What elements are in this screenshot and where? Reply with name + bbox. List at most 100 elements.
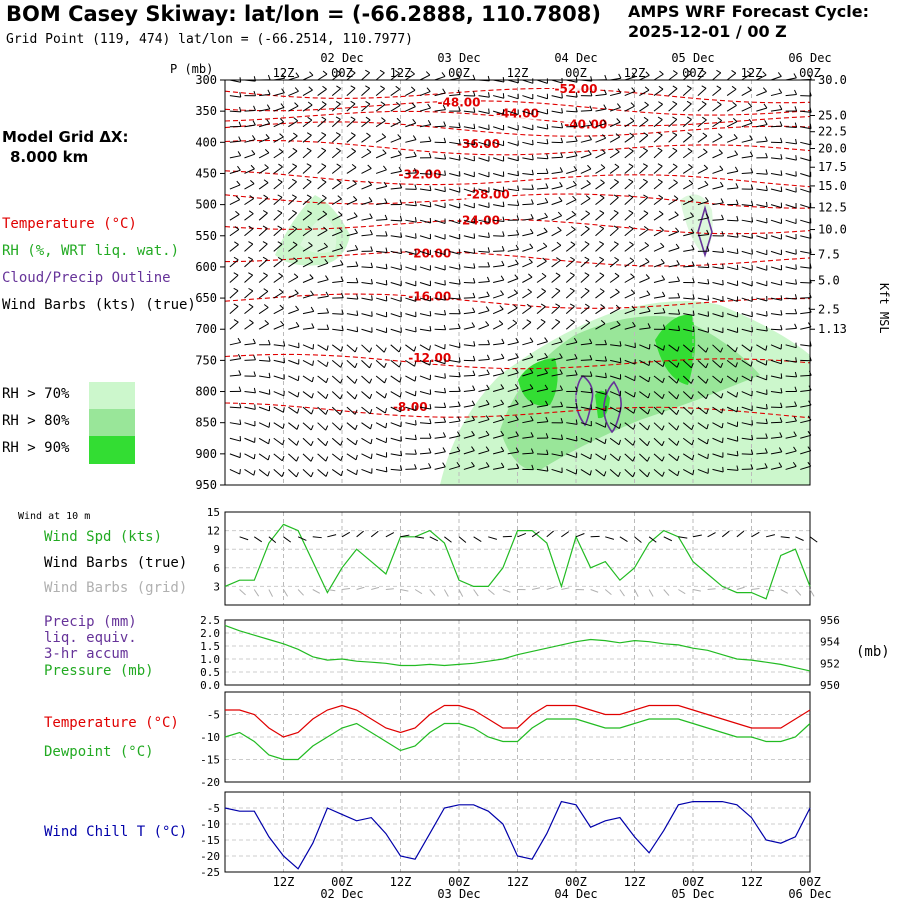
wind-barb-shaft <box>317 119 327 128</box>
wind-barb <box>229 370 242 377</box>
wind-barb-shaft <box>478 250 490 253</box>
wind-barb-shaft <box>273 359 285 364</box>
wind-barb <box>507 447 520 455</box>
wind-barb-shaft <box>317 165 327 174</box>
wind-barb-flag <box>282 423 285 429</box>
wind-barb <box>449 264 461 270</box>
wind-barb-flag <box>292 163 297 167</box>
wind-barb-flag <box>560 122 564 129</box>
wind-barb <box>712 327 724 334</box>
wind-barb-flag <box>531 199 534 205</box>
pressure-tick-label: 900 <box>195 447 217 461</box>
wind-barb-shaft <box>302 294 314 299</box>
wind-barb-shaft <box>580 139 592 143</box>
wind-barb-true <box>458 536 467 543</box>
wind-barb-true <box>400 534 410 538</box>
wind-barb-flag <box>340 276 344 282</box>
wind-barb-flag <box>293 257 298 262</box>
wind-barb <box>390 183 403 190</box>
wind-barb <box>258 288 269 299</box>
wind-barb-flag <box>500 399 505 405</box>
wind-barb <box>536 272 547 283</box>
wind-barb <box>346 179 357 190</box>
wind-barb <box>580 468 592 476</box>
wind-barb <box>346 437 358 446</box>
wind-barb <box>682 422 694 431</box>
wind-barb <box>712 375 724 384</box>
wind-barb-flag <box>325 275 329 280</box>
wind-barb-flag <box>354 394 358 400</box>
wind-barb-flag <box>514 399 519 405</box>
wind-barb-shaft <box>522 291 532 299</box>
wind-barb-shaft <box>507 234 519 237</box>
wind-barb-flag <box>748 118 753 124</box>
wind-barb-flag <box>385 247 388 253</box>
wind-barb <box>741 344 753 352</box>
wind-barb-flag <box>295 72 300 77</box>
wind-barb-shaft <box>463 126 475 130</box>
wind-barb-flag <box>569 272 575 276</box>
wind-barb <box>595 241 605 252</box>
wind-barb-flag <box>472 278 476 284</box>
wind-barb-flag <box>660 258 665 264</box>
wind-barb-shaft <box>639 165 648 174</box>
wind-barb-shaft <box>609 375 621 380</box>
wind-barb <box>258 405 271 412</box>
wind-barb <box>375 149 387 159</box>
wind-barb-shaft <box>405 422 417 426</box>
wind-barb-flag <box>528 258 533 263</box>
wind-barb <box>536 416 549 424</box>
wind-barb <box>478 354 490 361</box>
wind-barb-grid <box>751 588 760 590</box>
wind-barb-shaft <box>507 467 519 470</box>
wind-barb-shaft <box>288 422 298 430</box>
wind-barb-shaft <box>770 188 782 193</box>
wind-barb-flag <box>559 181 563 187</box>
wind-barb-flag <box>600 320 606 325</box>
wind-barb <box>419 433 432 439</box>
wind-barb <box>624 163 634 174</box>
wind-barb <box>682 69 692 81</box>
wind-barb-shaft <box>273 453 283 462</box>
wind-barb <box>258 164 269 174</box>
wind-barb-grid <box>546 586 555 590</box>
wind-barb <box>697 468 709 474</box>
height-tick-label: 1.13 <box>818 322 847 336</box>
wind-barb-shaft <box>317 375 327 384</box>
chart-title: BOM Casey Skiway: lat/lon = (-66.2888, 1… <box>6 2 601 26</box>
wind-barb-shaft <box>726 422 738 428</box>
wind-barb-flag <box>658 101 663 105</box>
wind-barb-flag <box>720 362 724 368</box>
wind-barb-shaft <box>478 419 490 424</box>
wind-barb-shaft <box>580 259 590 268</box>
wind-barb-shaft <box>434 328 446 331</box>
wind-barb-shaft <box>653 181 663 190</box>
wind-barb-flag <box>556 241 562 246</box>
wind-barb-flag <box>780 137 783 143</box>
wind-barb-shaft <box>682 87 692 96</box>
wind-barb-shaft <box>580 124 592 128</box>
temperature-line <box>225 704 811 738</box>
wind-barb <box>317 178 327 190</box>
wind-barb-flag <box>385 422 388 428</box>
wind-barb-flag <box>676 362 680 368</box>
wind-barb <box>434 249 446 256</box>
wind-barb-flag <box>643 194 648 198</box>
wind-barb-flag <box>561 108 563 114</box>
wind-barb <box>478 430 490 439</box>
wind-barb-shaft <box>317 279 329 283</box>
wind-barb-shaft <box>478 450 490 455</box>
wind-barb-shaft <box>639 453 648 462</box>
wind-barb <box>463 278 476 284</box>
wind-barb-flag <box>647 440 650 446</box>
wind-barb <box>419 311 432 317</box>
wind-barb <box>273 88 285 97</box>
wind-barb-flag <box>356 469 358 475</box>
wind-barb-shaft <box>405 204 417 207</box>
wind-barb-shaft <box>697 391 707 400</box>
wind-barb-grid <box>561 587 570 590</box>
wind-barb <box>244 241 254 252</box>
wind-barb <box>551 167 563 174</box>
temperature-contour <box>224 193 810 209</box>
wind-barb <box>346 85 356 96</box>
